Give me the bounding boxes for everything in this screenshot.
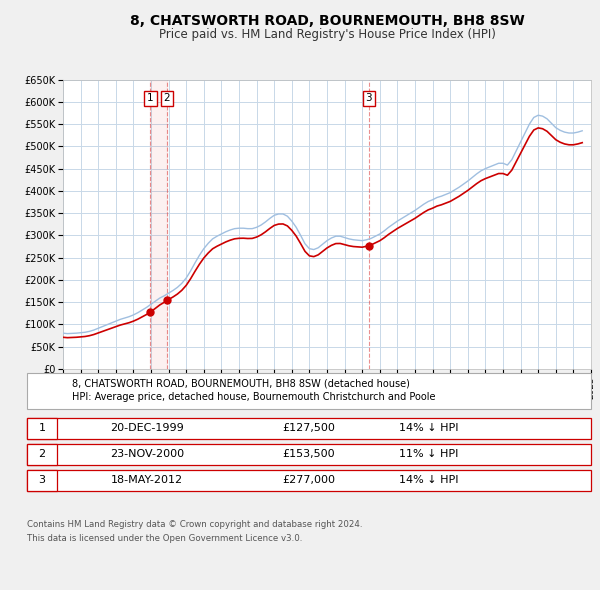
Text: 14% ↓ HPI: 14% ↓ HPI	[399, 476, 459, 485]
Text: 14% ↓ HPI: 14% ↓ HPI	[399, 424, 459, 433]
Text: 20-DEC-1999: 20-DEC-1999	[110, 424, 184, 433]
Text: 2: 2	[164, 93, 170, 103]
Text: 11% ↓ HPI: 11% ↓ HPI	[400, 450, 458, 459]
Text: £127,500: £127,500	[283, 424, 335, 433]
Text: Price paid vs. HM Land Registry's House Price Index (HPI): Price paid vs. HM Land Registry's House …	[158, 28, 496, 41]
Text: 8, CHATSWORTH ROAD, BOURNEMOUTH, BH8 8SW: 8, CHATSWORTH ROAD, BOURNEMOUTH, BH8 8SW	[130, 14, 524, 28]
Text: HPI: Average price, detached house, Bournemouth Christchurch and Poole: HPI: Average price, detached house, Bour…	[72, 392, 436, 402]
Text: £153,500: £153,500	[283, 450, 335, 459]
Text: 3: 3	[365, 93, 372, 103]
Text: 1: 1	[38, 424, 46, 433]
Text: Contains HM Land Registry data © Crown copyright and database right 2024.
This d: Contains HM Land Registry data © Crown c…	[27, 520, 362, 543]
Text: 23-NOV-2000: 23-NOV-2000	[110, 450, 184, 459]
Text: 18-MAY-2012: 18-MAY-2012	[111, 476, 183, 485]
Text: 8, CHATSWORTH ROAD, BOURNEMOUTH, BH8 8SW (detached house): 8, CHATSWORTH ROAD, BOURNEMOUTH, BH8 8SW…	[72, 378, 410, 388]
Text: 2: 2	[38, 450, 46, 459]
Bar	[151, 80, 167, 369]
Text: 3: 3	[38, 476, 46, 485]
Text: £277,000: £277,000	[283, 476, 335, 485]
Text: 1: 1	[147, 93, 154, 103]
